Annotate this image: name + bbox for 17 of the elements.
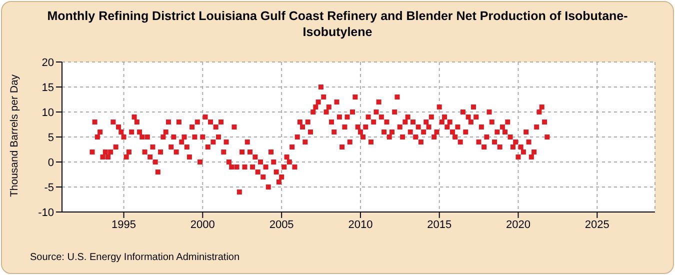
x-tick-label: 2000	[190, 218, 215, 231]
y-tick-label: 15	[42, 82, 54, 94]
y-tick-label: 0	[48, 156, 54, 169]
y-tick-label: 20	[42, 56, 54, 69]
x-tick-label: 2010	[348, 218, 373, 231]
y-tick-label: -10	[38, 206, 54, 219]
y-tick-label: 10	[42, 106, 54, 119]
chart-title: Monthly Refining District Louisiana Gulf Coast Refinery and Blender Net Production of Isobutane-Isobutylene	[46, 8, 629, 40]
x-tick-label: 2020	[506, 218, 530, 231]
x-tick-label: 2015	[427, 218, 452, 231]
y-tick-label: 5	[48, 132, 54, 144]
source-note: Source: U.S. Energy Information Administration	[30, 252, 240, 263]
x-tick-label: 2025	[584, 218, 610, 231]
y-axis-title: Thousand Barrels per Day	[8, 74, 21, 197]
x-tick-label: 2005	[269, 218, 294, 231]
x-tick-label: 1995	[112, 218, 136, 231]
y-tick-label: -5	[44, 182, 54, 194]
